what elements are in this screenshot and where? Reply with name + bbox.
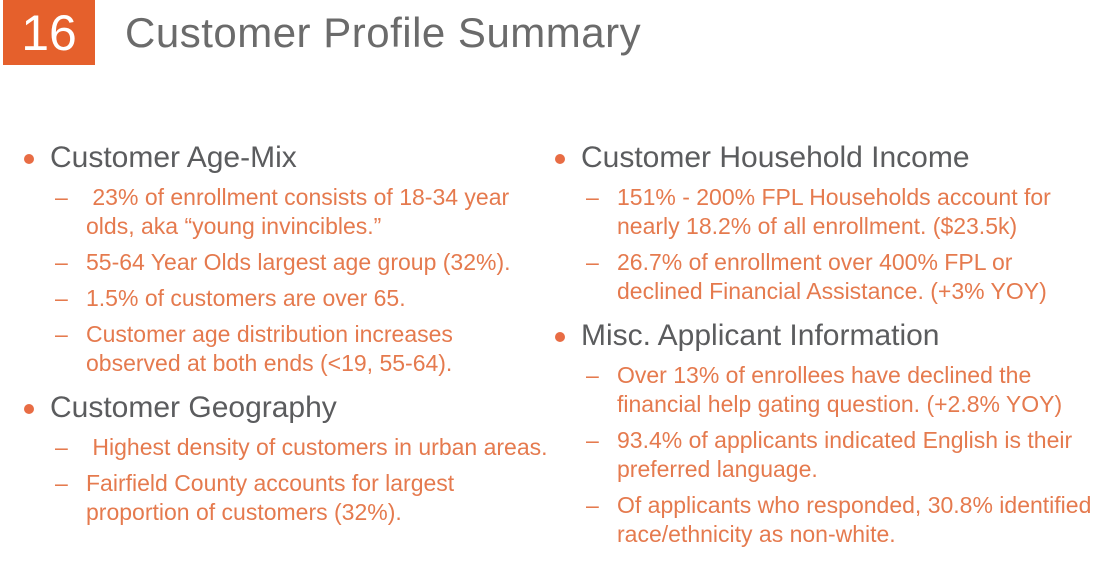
bullet-icon — [24, 404, 34, 414]
list-item: – 26.7% of enrollment over 400% FPL or d… — [553, 248, 1094, 306]
dash-icon: – — [55, 434, 68, 460]
bullet-icon — [555, 154, 565, 164]
dash-icon: – — [55, 249, 68, 275]
bullet-icon — [24, 154, 34, 164]
left-column: Customer Age-Mix – 23% of enrollment con… — [22, 140, 553, 549]
heading-bullet-cell — [553, 318, 581, 342]
list-item-text: Over 13% of enrollees have declined the … — [617, 362, 1063, 417]
section-heading: Customer Household Income — [553, 140, 1094, 176]
list-item-text: 151% - 200% FPL Households account for n… — [617, 184, 1058, 239]
section-heading-label: Customer Household Income — [581, 141, 970, 174]
list-item: – Highest density of customers in urban … — [22, 433, 553, 462]
list-item-text: 1.5% of customers are over 65. — [86, 285, 406, 311]
list-item-text: 23% of enrollment consists of 18-34 year… — [86, 184, 516, 239]
dash-icon: – — [55, 321, 68, 347]
list-item-text: Of applicants who responded, 30.8% ident… — [617, 492, 1098, 547]
section-heading: Customer Geography — [22, 390, 553, 426]
section-heading-label: Customer Age-Mix — [50, 141, 297, 174]
list-item: – Over 13% of enrollees have declined th… — [553, 361, 1094, 419]
section-customer-age-mix: Customer Age-Mix – 23% of enrollment con… — [22, 140, 553, 378]
slide-number: 16 — [21, 4, 77, 61]
section-customer-geography: Customer Geography – Highest density of … — [22, 390, 553, 527]
list-item: – 93.4% of applicants indicated English … — [553, 426, 1094, 484]
bullet-icon — [555, 332, 565, 342]
heading-bullet-cell — [22, 140, 50, 164]
section-misc-applicant-information: Misc. Applicant Information – Over 13% o… — [553, 318, 1094, 549]
dash-icon: – — [586, 492, 599, 518]
dash-icon: – — [55, 285, 68, 311]
list-item: – Fairfield County accounts for largest … — [22, 469, 553, 527]
list-item: – Of applicants who responded, 30.8% ide… — [553, 491, 1094, 549]
dash-icon: – — [586, 184, 599, 210]
section-heading: Customer Age-Mix — [22, 140, 553, 176]
section-heading-label: Customer Geography — [50, 391, 337, 424]
dash-icon: – — [55, 184, 68, 210]
list-item-text: 93.4% of applicants indicated English is… — [617, 427, 1079, 482]
list-item: – 151% - 200% FPL Households account for… — [553, 183, 1094, 241]
section-customer-household-income: Customer Household Income – 151% - 200% … — [553, 140, 1094, 306]
dash-icon: – — [586, 362, 599, 388]
section-heading: Misc. Applicant Information — [553, 318, 1094, 354]
slide-number-badge: 16 — [3, 0, 95, 65]
list-item: – 1.5% of customers are over 65. — [22, 284, 553, 313]
dash-icon: – — [586, 249, 599, 275]
dash-icon: – — [586, 427, 599, 453]
list-item: – Customer age distribution increases ob… — [22, 320, 553, 378]
list-item: – 55-64 Year Olds largest age group (32%… — [22, 248, 553, 277]
list-item-text: Fairfield County accounts for largest pr… — [86, 470, 461, 525]
heading-bullet-cell — [22, 390, 50, 414]
heading-bullet-cell — [553, 140, 581, 164]
list-item-text: Customer age distribution increases obse… — [86, 321, 460, 376]
list-item: – 23% of enrollment consists of 18-34 ye… — [22, 183, 553, 241]
dash-icon: – — [55, 470, 68, 496]
right-column: Customer Household Income – 151% - 200% … — [553, 140, 1094, 549]
page-title: Customer Profile Summary — [125, 8, 642, 56]
list-item-text: 26.7% of enrollment over 400% FPL or dec… — [617, 249, 1047, 304]
slide-content: Customer Age-Mix – 23% of enrollment con… — [0, 65, 1100, 549]
section-heading-label: Misc. Applicant Information — [581, 319, 940, 352]
list-item-text: 55-64 Year Olds largest age group (32%). — [86, 249, 511, 275]
list-item-text: Highest density of customers in urban ar… — [86, 434, 548, 460]
slide-header: 16 Customer Profile Summary — [0, 0, 1100, 65]
